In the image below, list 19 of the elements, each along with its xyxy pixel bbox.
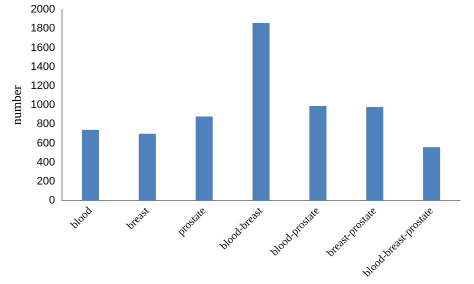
y-tick-label: 400 [36,156,56,168]
bar [309,106,326,201]
y-tick-label: 200 [36,176,56,188]
bar [252,22,270,201]
y-tick-label: 1000 [30,99,56,112]
y-tick-label: 1400 [30,60,56,73]
bar [366,106,384,201]
y-tick-label: 1200 [30,80,56,92]
y-tick-label: 800 [36,118,56,130]
y-tick-label: 2000 [30,4,56,16]
y-tick-label: 1600 [30,42,56,54]
bar [196,116,213,201]
y-axis-title: number [9,84,24,125]
bar [82,130,100,201]
bar [423,147,440,201]
y-tick-label: 0 [48,194,56,207]
y-tick-label: 1800 [30,22,56,35]
y-tick-label: 600 [36,137,56,150]
bar [138,134,156,201]
